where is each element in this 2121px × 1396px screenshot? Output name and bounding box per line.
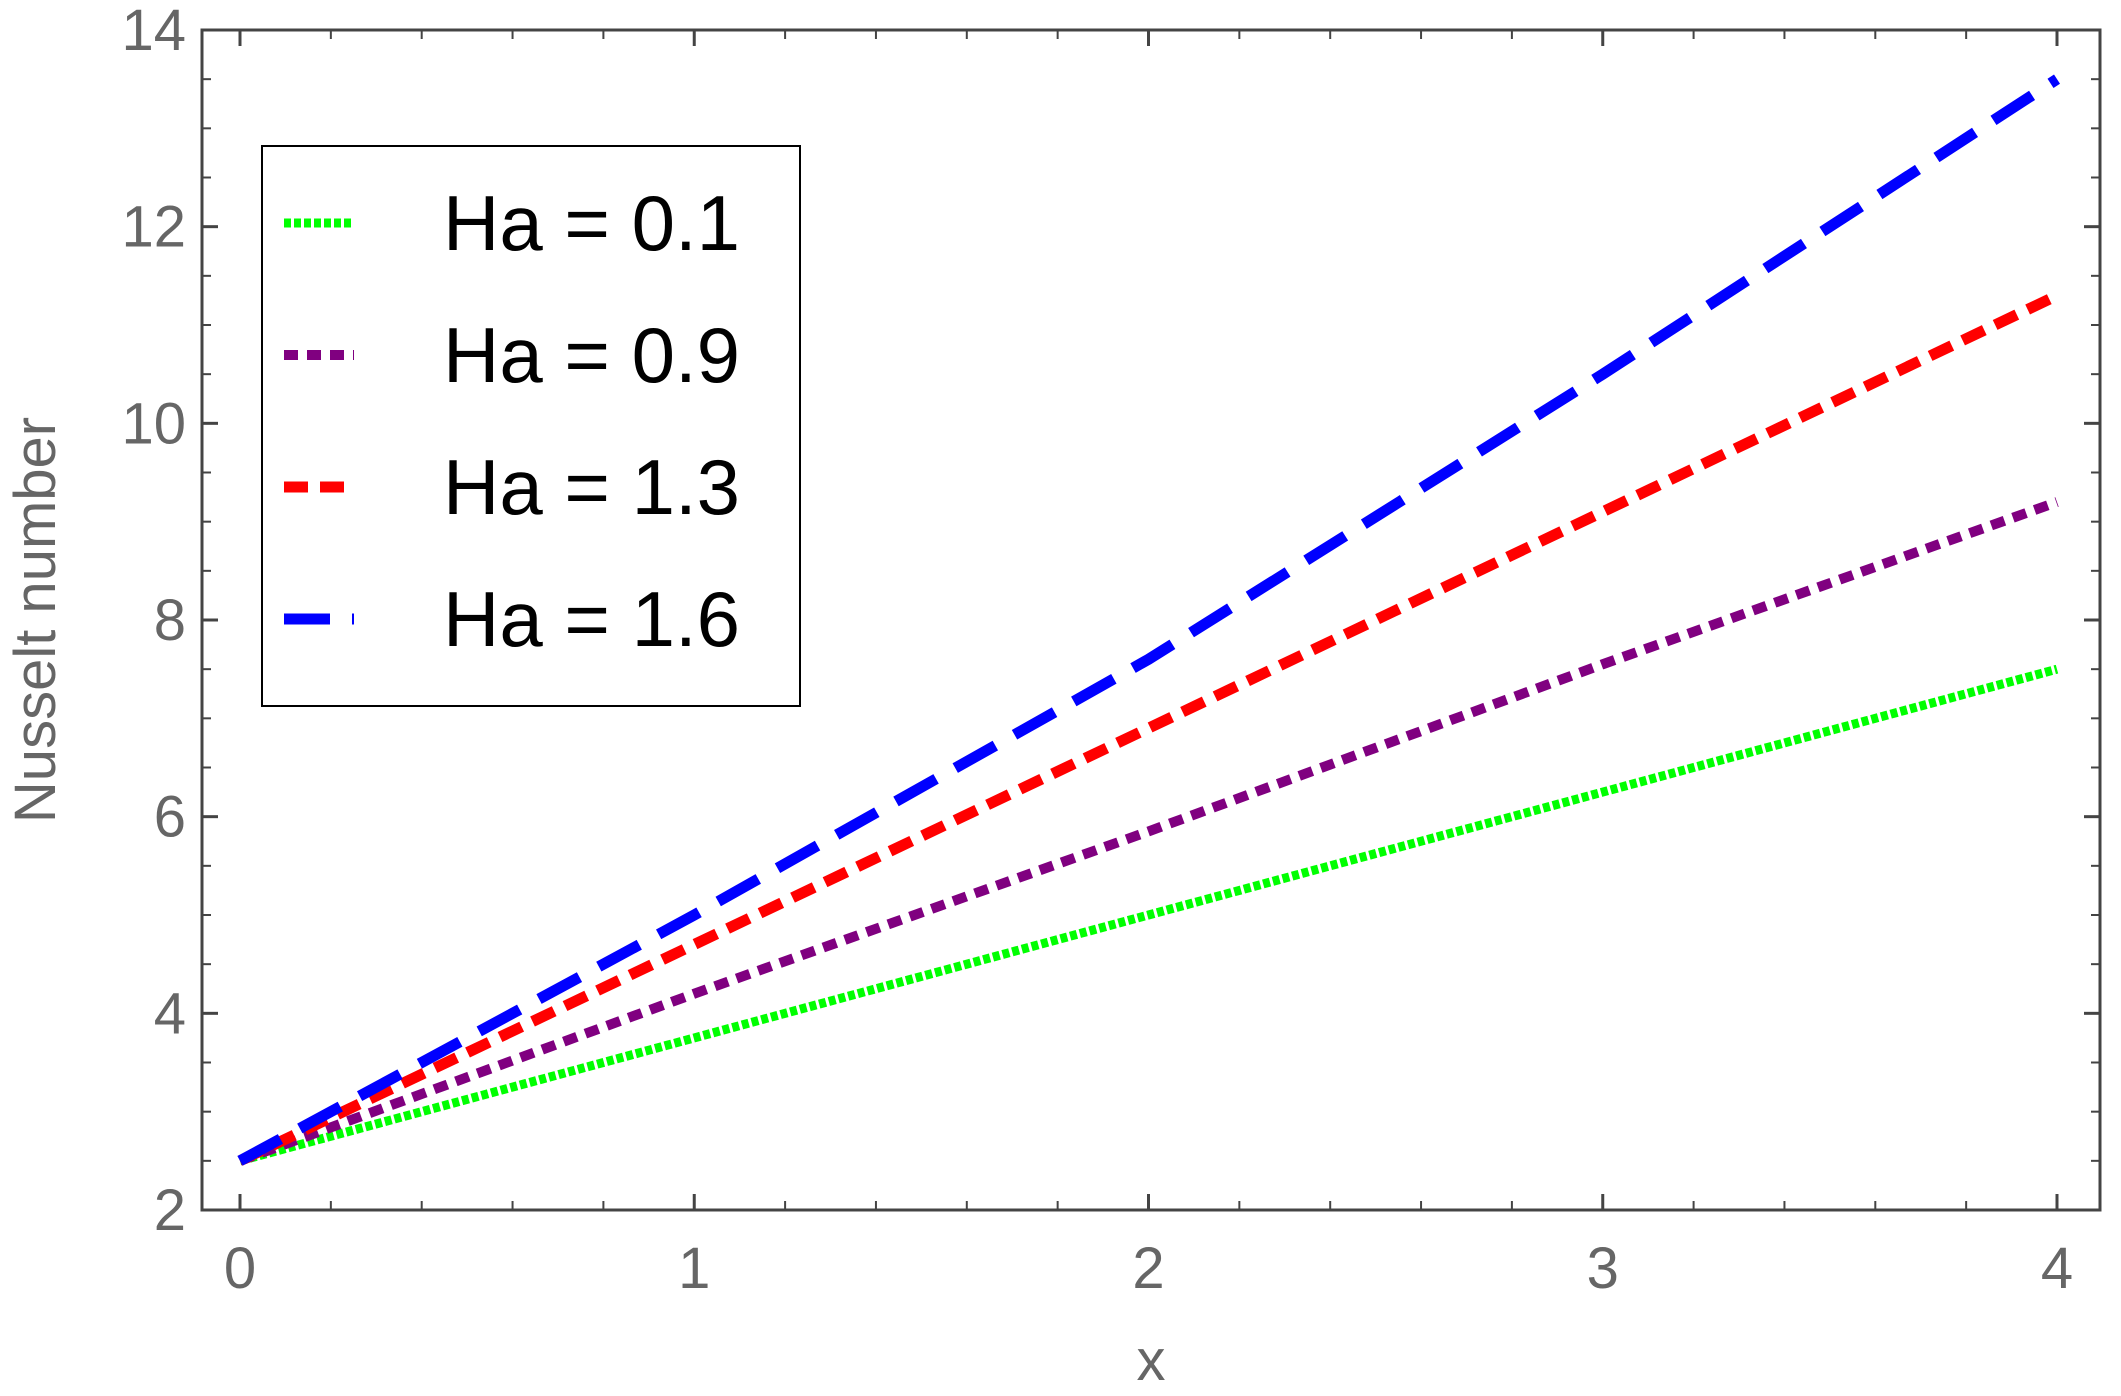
y-tick-label: 10 [121, 391, 186, 456]
x-tick-label: 3 [1587, 1236, 1619, 1301]
x-tick-label: 1 [678, 1236, 710, 1301]
y-tick-label: 6 [154, 785, 186, 850]
x-tick-label: 0 [224, 1236, 256, 1301]
legend-label-2: Ha = 1.3 [443, 443, 740, 531]
y-tick-label: 2 [154, 1178, 186, 1243]
y-tick-label: 12 [121, 195, 186, 260]
legend-label-0: Ha = 0.1 [443, 179, 740, 267]
y-tick-label: 14 [121, 0, 186, 63]
legend-label-1: Ha = 0.9 [443, 311, 740, 399]
legend-label-3: Ha = 1.6 [443, 575, 740, 663]
y-tick-label: 4 [154, 981, 186, 1046]
x-axis-label: x [1137, 1328, 1166, 1393]
y-tick-label: 8 [154, 588, 186, 653]
series-line-1 [238, 497, 2059, 1166]
series-line-0 [238, 664, 2059, 1166]
x-tick-label: 4 [2041, 1236, 2073, 1301]
x-tick-label: 2 [1132, 1236, 1164, 1301]
series-line-2 [237, 290, 2060, 1166]
series-line-3 [237, 74, 2060, 1166]
y-axis-label: Nusselt number [3, 417, 68, 823]
legend-box [261, 145, 801, 707]
